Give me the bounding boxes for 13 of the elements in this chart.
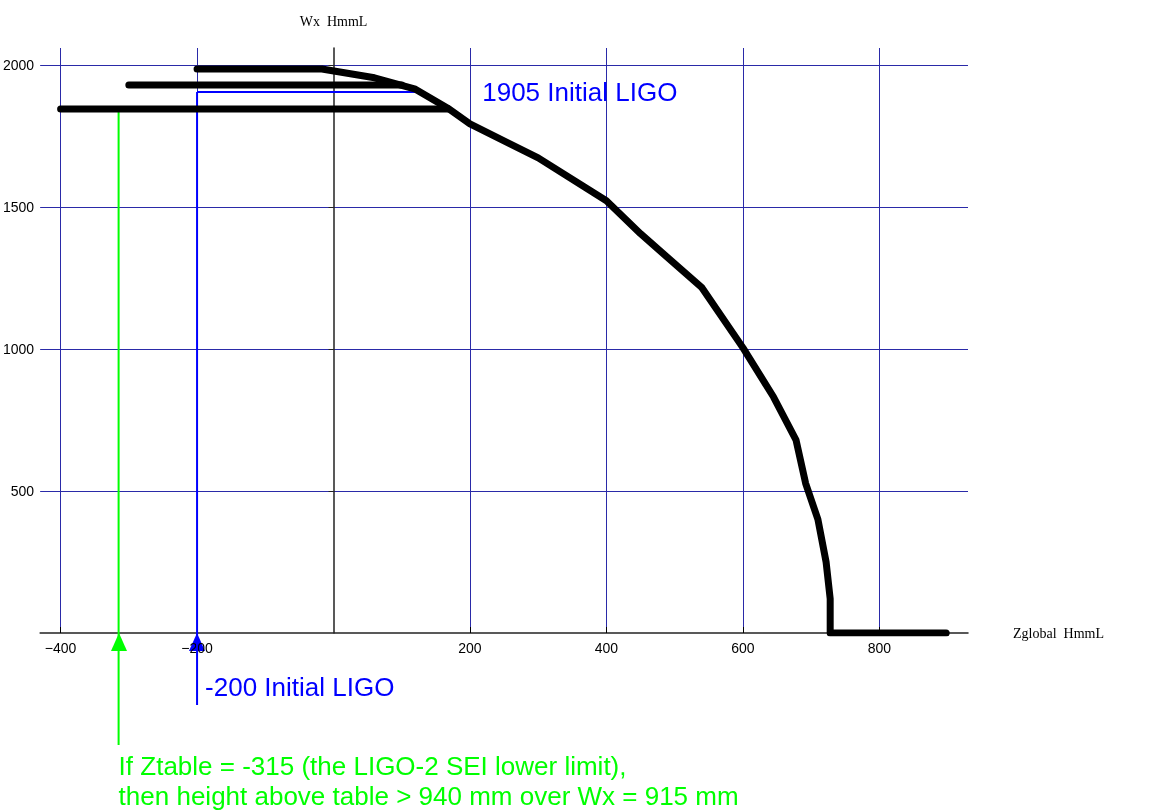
y-tick-label: 2000 — [2, 57, 35, 74]
x-tick-label: 600 — [731, 640, 755, 656]
y-tick-label: 1000 — [2, 341, 35, 358]
x-tick-label: 800 — [867, 640, 892, 656]
y-axis-title: Wx HmmL — [299, 13, 368, 29]
y-tick-label: 500 — [10, 483, 35, 500]
x-tick-label: −400 — [44, 640, 77, 656]
y-tick-label: 1500 — [2, 199, 35, 216]
ref-line-label: If Ztable = -315 (the LIGO-2 SEI lower limit), then height above table > 940 mm over Wx = 915 mm — [118, 751, 739, 811]
x-axis-title: Zglobal HmmL — [1013, 625, 1104, 641]
x-tick-label: 200 — [458, 640, 482, 656]
ref-line-label: -200 Initial LIGO — [205, 672, 395, 702]
x-tick-label: 400 — [594, 640, 619, 656]
